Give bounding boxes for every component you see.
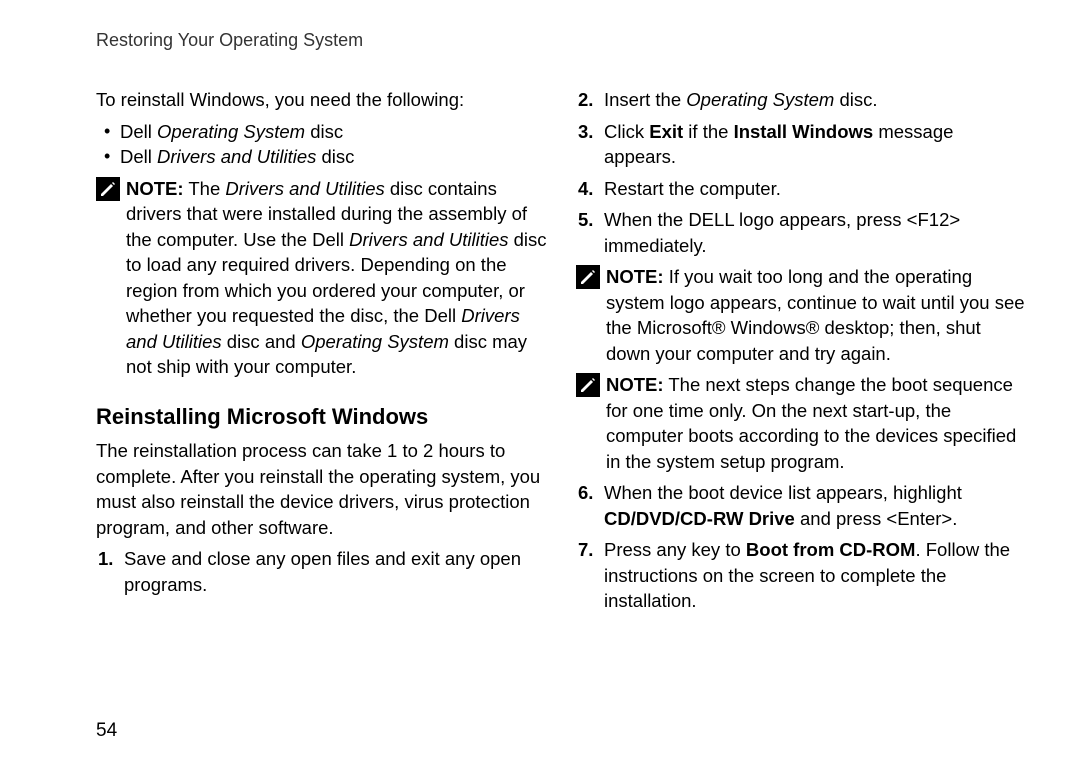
step-number: 3.: [578, 119, 593, 145]
step-number: 2.: [578, 87, 593, 113]
right-column: 2. Insert the Operating System disc. 3. …: [576, 87, 1028, 620]
step-item: 4. Restart the computer.: [576, 176, 1028, 202]
step-number: 6.: [578, 480, 593, 506]
step-number: 1.: [98, 546, 113, 572]
note-text: NOTE: If you wait too long and the opera…: [606, 264, 1028, 366]
left-column: To reinstall Windows, you need the follo…: [96, 87, 548, 620]
note-block: NOTE: If you wait too long and the opera…: [576, 264, 1028, 366]
step-number: 7.: [578, 537, 593, 563]
section-heading: Reinstalling Microsoft Windows: [96, 402, 548, 432]
note-label: NOTE:: [606, 374, 664, 395]
list-item: Dell Drivers and Utilities disc: [96, 144, 548, 170]
step-number: 4.: [578, 176, 593, 202]
note-text: NOTE: The next steps change the boot seq…: [606, 372, 1028, 474]
note-label: NOTE:: [606, 266, 664, 287]
steps-list-right-2: 6. When the boot device list appears, hi…: [576, 480, 1028, 614]
list-item: Dell Operating System disc: [96, 119, 548, 145]
step-item: 3. Click Exit if the Install Windows mes…: [576, 119, 1028, 170]
note-block: NOTE: The next steps change the boot seq…: [576, 372, 1028, 474]
pencil-icon: [576, 373, 600, 397]
note-label: NOTE:: [126, 178, 184, 199]
note-block: NOTE: The Drivers and Utilities disc con…: [96, 176, 548, 380]
intro-paragraph: To reinstall Windows, you need the follo…: [96, 87, 548, 113]
note-text: NOTE: The Drivers and Utilities disc con…: [126, 176, 548, 380]
requirements-list: Dell Operating System disc Dell Drivers …: [96, 119, 548, 170]
step-text: Save and close any open files and exit a…: [124, 548, 521, 595]
manual-page: Restoring Your Operating System To reins…: [0, 0, 1080, 766]
step-item: 2. Insert the Operating System disc.: [576, 87, 1028, 113]
step-item: 5. When the DELL logo appears, press <F1…: [576, 207, 1028, 258]
text: Dell: [120, 146, 157, 167]
italic-text: Operating System: [157, 121, 305, 142]
step-number: 5.: [578, 207, 593, 233]
pencil-icon: [96, 177, 120, 201]
page-header: Restoring Your Operating System: [96, 30, 1028, 51]
steps-list-left: 1. Save and close any open files and exi…: [96, 546, 548, 597]
text: disc: [305, 121, 343, 142]
steps-list-right: 2. Insert the Operating System disc. 3. …: [576, 87, 1028, 258]
page-number: 54: [96, 720, 117, 742]
pencil-icon: [576, 265, 600, 289]
step-item: 7. Press any key to Boot from CD-ROM. Fo…: [576, 537, 1028, 614]
paragraph: The reinstallation process can take 1 to…: [96, 438, 548, 540]
text: disc: [316, 146, 354, 167]
step-item: 1. Save and close any open files and exi…: [96, 546, 548, 597]
text: Dell: [120, 121, 157, 142]
step-item: 6. When the boot device list appears, hi…: [576, 480, 1028, 531]
two-column-layout: To reinstall Windows, you need the follo…: [96, 87, 1028, 620]
italic-text: Drivers and Utilities: [157, 146, 316, 167]
